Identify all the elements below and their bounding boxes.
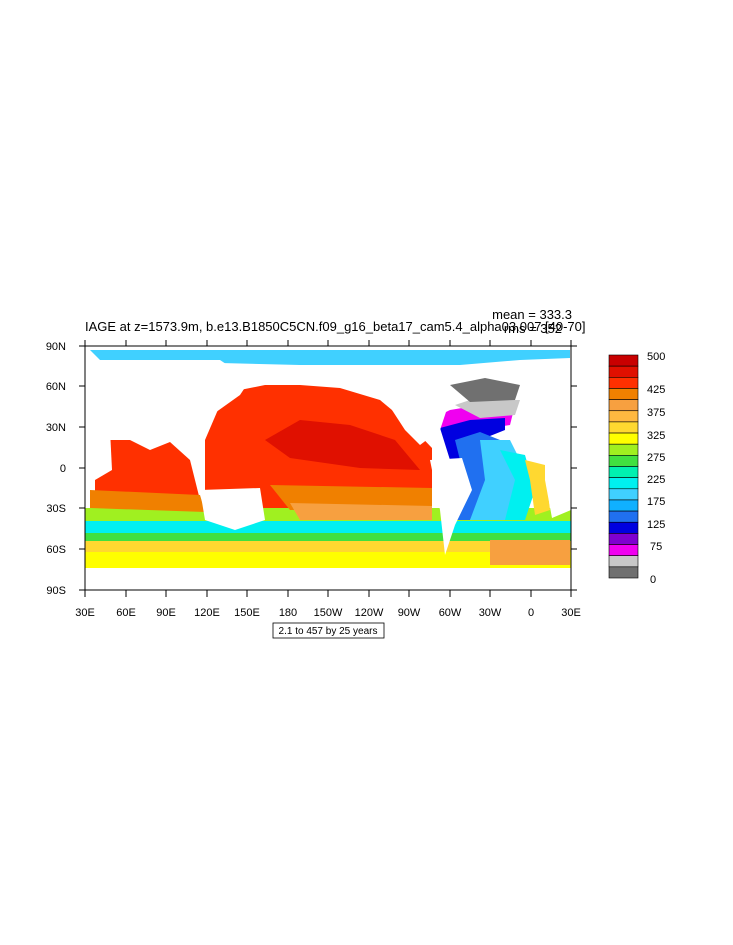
colorbar-swatch [608,488,639,501]
lat-label-90s: 90S [46,585,66,597]
indian-ocean [95,440,200,505]
lon-label-30e: 30E [75,607,95,619]
lon-label-60w: 60W [439,607,462,619]
colorbar [608,354,639,579]
southern-band-yellow [85,550,571,568]
lat-label-30s: 30S [46,503,66,515]
colorbar-labels: 500 425 375 325 275 225 175 125 75 0 [647,351,665,586]
info-box [272,622,385,639]
southern-band-gold [85,540,571,552]
longitude-labels: 30E 60E 90E 120E 150E 180 150W 120W 90W … [75,607,581,619]
land-masks [85,360,571,590]
landmass-africa [545,430,571,518]
lon-label-150e: 150E [234,607,260,619]
greenland-deep [450,378,520,402]
landmass-south-america [430,458,472,555]
colorbar-swatch [608,443,639,456]
lon-label-180: 180 [279,607,297,619]
stats-rms: rms = 352 [504,321,562,336]
colorbar-swatch [608,510,639,523]
lat-label-90n: 90N [46,341,66,353]
colorbar-label-500: 500 [647,351,665,363]
indian-ocean-south [90,490,205,512]
stats-mean: mean = 333.3 [492,307,572,322]
landmass-africa-west [85,420,112,480]
lon-label-120w: 120W [355,607,384,619]
labrador-sea [455,400,520,418]
colorbar-swatch [608,365,639,378]
latitude-labels: 90N 60N 30N 0 30S 60S 90S [46,341,66,597]
south-atlantic-orange [490,540,570,565]
colorbar-label-375: 375 [647,407,665,419]
colorbar-swatch [608,566,639,579]
colorbar-swatch [608,499,639,512]
atlantic-east-cyan [500,450,535,520]
landmass-antarctica [85,568,571,590]
colorbar-label-75: 75 [650,541,662,553]
axes [79,340,577,597]
colorbar-label-425: 425 [647,384,665,396]
lat-label-60s: 60S [46,544,66,556]
pacific-core-max [265,420,420,470]
lon-label-120e: 120E [194,607,220,619]
colorbar-swatch [608,477,639,490]
lon-label-30w: 30W [479,607,502,619]
map-title: IAGE at z=1573.9m, b.e13.B1850C5CN.f09_g… [85,319,586,334]
lat-label-equator: 0 [60,463,66,475]
colorbar-swatch [608,544,639,556]
colorbar-label-125: 125 [647,519,665,531]
colorbar-swatch [608,410,639,423]
lon-label-30e-right: 30E [561,607,581,619]
lon-label-150w: 150W [314,607,343,619]
lat-label-60n: 60N [46,381,66,393]
lon-label-90e: 90E [156,607,176,619]
colorbar-swatch [608,555,639,568]
colorbar-label-325: 325 [647,430,665,442]
colorbar-swatch [608,455,639,467]
southern-band-cyan [85,520,571,533]
colorbar-swatch [608,432,639,445]
colorbar-swatch [608,354,639,367]
atlantic-east-orange [525,460,550,515]
colorbar-swatch [608,533,639,545]
colorbar-swatch [608,466,639,478]
southern-band-green [85,532,571,541]
lon-label-60e: 60E [116,607,136,619]
colorbar-swatch [608,399,639,412]
lon-label-0: 0 [528,607,534,619]
south-pacific-lightorange [290,503,432,520]
colorbar-swatch [608,376,639,389]
colorbar-label-225: 225 [647,474,665,486]
colorbar-label-0: 0 [650,574,656,586]
colorbar-swatch [608,421,639,434]
colorbar-swatch [608,521,639,534]
landmass-north-america [380,370,450,445]
map-panel [84,345,572,591]
lon-label-90w: 90W [398,607,421,619]
landmass-eurasia-north [85,360,250,432]
lat-label-30n: 30N [46,422,66,434]
landmass-australia [200,488,265,530]
colorbar-label-275: 275 [647,452,665,464]
colorbar-label-175: 175 [647,496,665,508]
info-box-text: 2.1 to 457 by 25 years [279,626,378,637]
colorbar-swatch [608,388,639,400]
